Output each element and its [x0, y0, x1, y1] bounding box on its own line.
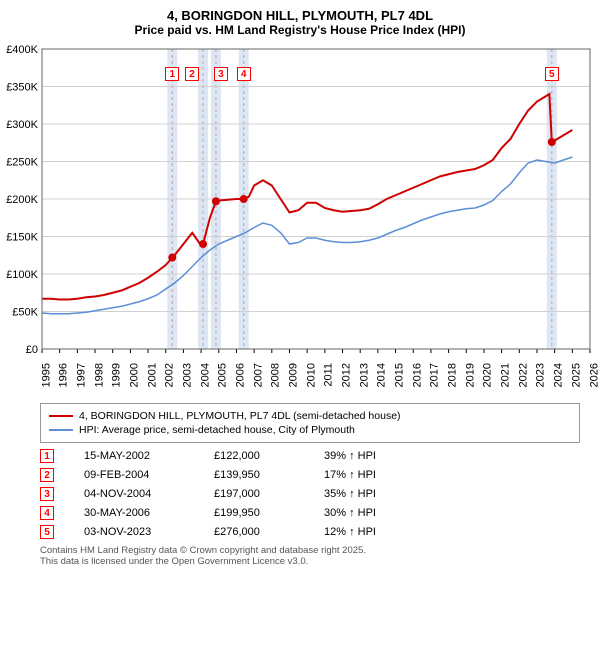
x-tick-label: 2017 [429, 363, 441, 387]
x-tick-label: 1999 [111, 363, 123, 387]
legend-row: 4, BORINGDON HILL, PLYMOUTH, PL7 4DL (se… [49, 410, 571, 422]
sale-delta: 17% ↑ HPI [324, 469, 444, 481]
x-tick-label: 2021 [500, 363, 512, 387]
sale-marker-3: 3 [214, 67, 228, 81]
legend-row: HPI: Average price, semi-detached house,… [49, 424, 571, 436]
sale-delta: 12% ↑ HPI [324, 526, 444, 538]
x-tick-label: 2010 [305, 363, 317, 387]
sale-marker-cell: 3 [40, 487, 54, 501]
x-tick-label: 2012 [341, 363, 353, 387]
title-block: 4, BORINGDON HILL, PLYMOUTH, PL7 4DL Pri… [0, 0, 600, 39]
x-tick-label: 2013 [358, 363, 370, 387]
sale-delta: 30% ↑ HPI [324, 507, 444, 519]
sales-table: 1 15-MAY-2002 £122,000 39% ↑ HPI 2 09-FEB-200… [40, 449, 580, 539]
x-tick-label: 2006 [234, 363, 246, 387]
svg-text:£100K: £100K [6, 269, 38, 281]
x-tick-label: 2026 [588, 363, 600, 387]
sale-delta: 39% ↑ HPI [324, 450, 444, 462]
x-tick-label: 2000 [128, 363, 140, 387]
sale-price: £139,950 [214, 469, 294, 481]
x-tick-label: 2024 [553, 363, 565, 387]
x-tick-label: 1997 [75, 363, 87, 387]
sale-marker-2: 2 [185, 67, 199, 81]
x-tick-label: 2015 [394, 363, 406, 387]
sale-marker-cell: 4 [40, 506, 54, 520]
x-tick-label: 2004 [199, 363, 211, 387]
legend-swatch [49, 415, 73, 417]
x-tick-label: 2022 [517, 363, 529, 387]
sales-row: 3 04-NOV-2004 £197,000 35% ↑ HPI [40, 487, 580, 501]
x-tick-label: 2003 [181, 363, 193, 387]
sale-marker-1: 1 [165, 67, 179, 81]
sales-row: 1 15-MAY-2002 £122,000 39% ↑ HPI [40, 449, 580, 463]
sale-marker-cell: 5 [40, 525, 54, 539]
sale-date: 04-NOV-2004 [84, 488, 184, 500]
x-tick-label: 2009 [287, 363, 299, 387]
x-tick-label: 2018 [447, 363, 459, 387]
x-tick-label: 2002 [164, 363, 176, 387]
x-tick-label: 2011 [323, 363, 335, 387]
footer-line-2: This data is licensed under the Open Gov… [40, 556, 580, 567]
svg-text:£400K: £400K [6, 44, 38, 56]
footer-line-1: Contains HM Land Registry data © Crown c… [40, 545, 580, 556]
footer-attribution: Contains HM Land Registry data © Crown c… [40, 545, 580, 567]
sale-date: 15-MAY-2002 [84, 450, 184, 462]
sale-date: 30-MAY-2006 [84, 507, 184, 519]
x-tick-label: 2008 [270, 363, 282, 387]
sale-marker-cell: 1 [40, 449, 54, 463]
x-tick-label: 1998 [93, 363, 105, 387]
sales-row: 5 03-NOV-2023 £276,000 12% ↑ HPI [40, 525, 580, 539]
svg-text:£150K: £150K [6, 232, 38, 244]
svg-text:£250K: £250K [6, 157, 38, 169]
chart-area: £0 £50K £100K £150K £200K £250K £300K £350K £400… [0, 39, 600, 399]
sale-marker-5: 5 [545, 67, 559, 81]
sale-delta: 35% ↑ HPI [324, 488, 444, 500]
x-tick-label: 2007 [252, 363, 264, 387]
chart-subtitle: Price paid vs. HM Land Registry's House … [10, 23, 590, 37]
x-tick-label: 2019 [464, 363, 476, 387]
sales-row: 2 09-FEB-2004 £139,950 17% ↑ HPI [40, 468, 580, 482]
x-tick-label: 2001 [146, 363, 158, 387]
sale-price: £197,000 [214, 488, 294, 500]
legend: 4, BORINGDON HILL, PLYMOUTH, PL7 4DL (se… [40, 403, 580, 443]
svg-text:£0: £0 [26, 344, 38, 356]
x-tick-label: 2005 [217, 363, 229, 387]
svg-text:£200K: £200K [6, 194, 38, 206]
sale-price: £199,950 [214, 507, 294, 519]
svg-text:£50K: £50K [12, 307, 38, 319]
x-tick-label: 2020 [482, 363, 494, 387]
x-tick-label: 1996 [58, 363, 70, 387]
sale-marker-cell: 2 [40, 468, 54, 482]
sales-row: 4 30-MAY-2006 £199,950 30% ↑ HPI [40, 506, 580, 520]
sale-date: 09-FEB-2004 [84, 469, 184, 481]
svg-text:£350K: £350K [6, 82, 38, 94]
legend-label: HPI: Average price, semi-detached house,… [79, 424, 355, 436]
sale-date: 03-NOV-2023 [84, 526, 184, 538]
svg-text:£300K: £300K [6, 119, 38, 131]
sale-marker-4: 4 [237, 67, 251, 81]
legend-swatch [49, 429, 73, 431]
legend-label: 4, BORINGDON HILL, PLYMOUTH, PL7 4DL (se… [79, 410, 401, 422]
sale-price: £122,000 [214, 450, 294, 462]
x-tick-label: 2016 [411, 363, 423, 387]
chart-svg: £0 £50K £100K £150K £200K £250K £300K £350K £400… [0, 39, 600, 399]
sale-price: £276,000 [214, 526, 294, 538]
x-tick-label: 2023 [535, 363, 547, 387]
x-tick-label: 2025 [570, 363, 582, 387]
x-tick-label: 2014 [376, 363, 388, 387]
x-tick-label: 1995 [40, 363, 52, 387]
chart-title: 4, BORINGDON HILL, PLYMOUTH, PL7 4DL [10, 8, 590, 23]
